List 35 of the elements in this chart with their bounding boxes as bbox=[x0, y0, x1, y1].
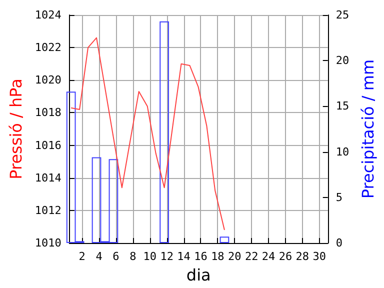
x-tick-label: 22 bbox=[244, 250, 258, 263]
y2-tick-label: 5 bbox=[336, 190, 342, 204]
y-axis-title: Pressió / hPa bbox=[6, 78, 26, 180]
x-tick-label: 2 bbox=[78, 250, 86, 263]
x-tick-label: 10 bbox=[143, 250, 157, 263]
y-tick-label: 1016 bbox=[34, 138, 62, 152]
y-tick-label: 1022 bbox=[34, 41, 62, 54]
line-series bbox=[70, 37, 225, 230]
x-tick-label: 24 bbox=[262, 250, 276, 263]
y2-tick-label: 25 bbox=[336, 8, 350, 22]
y-tick-label: 1014 bbox=[34, 171, 62, 184]
y2-tick-label: 20 bbox=[336, 54, 350, 68]
y-tick-label: 1018 bbox=[34, 106, 62, 120]
y-tick-label: 1012 bbox=[34, 204, 62, 217]
y-tick-label: 1024 bbox=[34, 8, 62, 22]
x-tick-label: 4 bbox=[96, 250, 103, 263]
y2-tick-label: 10 bbox=[336, 145, 350, 158]
bar bbox=[160, 21, 169, 243]
y2-tick-label: 15 bbox=[336, 100, 350, 113]
y2-tick-label: 0 bbox=[336, 236, 342, 250]
bar bbox=[220, 236, 230, 243]
y2-axis-title: Precipitació / mm bbox=[358, 59, 378, 199]
y-tick-label: 1010 bbox=[34, 236, 62, 250]
x-tick-label: 16 bbox=[194, 250, 208, 263]
x-tick-label: 18 bbox=[211, 250, 224, 263]
x-tick-label: 8 bbox=[130, 250, 136, 263]
x-tick-label: 12 bbox=[160, 250, 174, 263]
x-tick-label: 6 bbox=[112, 250, 120, 263]
x-tick-label: 20 bbox=[228, 250, 242, 263]
y-tick-label: 1020 bbox=[34, 74, 62, 87]
x-tick-label: 30 bbox=[312, 250, 326, 263]
x-tick-label: 26 bbox=[278, 250, 292, 263]
x-tick-label: 28 bbox=[296, 250, 310, 263]
x-tick-label: 14 bbox=[177, 250, 191, 263]
x-axis-title: dia bbox=[186, 266, 211, 284]
